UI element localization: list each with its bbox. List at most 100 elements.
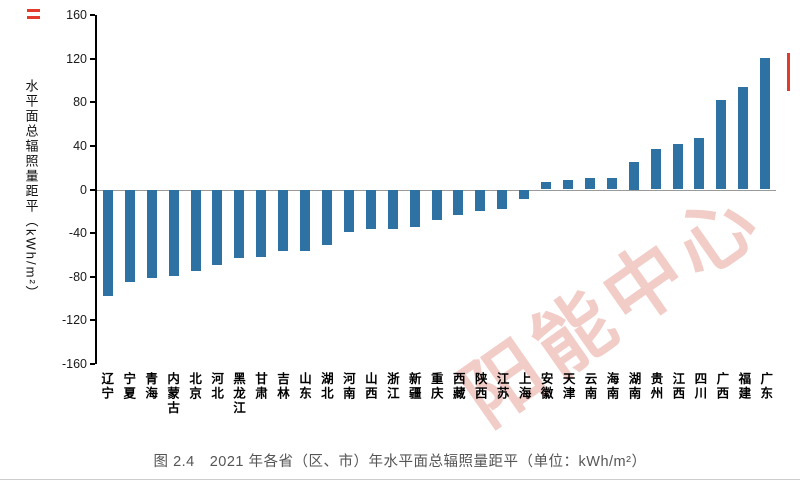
bar-山东 [300,189,311,251]
bar-column [185,15,207,364]
y-tick-mark [90,319,95,322]
bar-吉林 [278,189,289,251]
x-label-cell: 新疆 [403,372,425,416]
x-tick-label: 新疆 [406,372,421,401]
bar-column [228,15,250,364]
y-tick-label: -40 [68,226,87,241]
y-tick-label: -120 [61,313,87,328]
y-tick-mark [90,144,95,147]
bar-海南 [606,177,617,190]
bar-column [163,15,185,364]
bar-column [426,15,448,364]
x-tick-label: 安徽 [538,372,553,401]
bar-宁夏 [124,189,135,283]
x-tick-label: 青海 [143,372,158,401]
x-tick-label: 辽宁 [99,372,114,401]
bar-湖南 [628,162,639,190]
x-label-cell: 宁夏 [117,372,139,416]
bar-云南 [584,177,595,190]
y-tick-label: 40 [73,138,87,153]
bar-column [404,15,426,364]
red-crop-mark-topleft [27,9,40,23]
bar-内蒙古 [168,189,179,276]
x-label-cell: 甘肃 [249,372,271,416]
x-tick-label: 上海 [516,372,531,401]
x-tick-label: 宁夏 [121,372,136,401]
x-tick-label: 湖北 [318,372,333,401]
red-crop-mark-right [787,53,790,91]
bar-江苏 [497,189,508,210]
x-tick-label: 贵州 [648,372,663,401]
x-label-cell: 海南 [600,372,622,416]
figure-caption: 图 2.4 2021 年各省（区、市）年水平面总辐照量距平（单位：kWh/m²） [153,454,647,470]
bar-山西 [365,189,376,229]
bar-column [732,15,754,364]
bar-column [207,15,229,364]
bar-四川 [694,138,705,190]
bar-安徽 [541,181,552,190]
x-label-cell: 福建 [732,372,754,416]
x-axis-labels: 辽宁 宁夏 青海 内蒙古 北京 河北 黑龙江 甘肃 吉林 山东 湖北 河南 山西 浙江 新疆 重庆 西藏 陕西 江苏… [95,372,776,416]
x-tick-label: 山东 [296,372,311,401]
y-tick-label: -80 [68,269,87,284]
x-tick-label: 天津 [560,372,575,401]
x-tick-label: 内蒙古 [165,372,180,416]
y-tick-label: 120 [66,51,87,66]
plot-area [95,15,776,364]
x-tick-label: 福建 [736,372,751,401]
x-tick-label: 浙江 [384,372,399,401]
x-tick-label: 吉林 [274,372,289,401]
x-tick-label: 河北 [209,372,224,401]
bar-column [469,15,491,364]
x-label-cell: 吉林 [271,372,293,416]
bar-陕西 [475,189,486,212]
x-label-cell: 河南 [337,372,359,416]
x-tick-label: 河南 [340,372,355,401]
y-axis-title: 水平面总辐照量距平（kWh/m²） [23,78,39,301]
bar-辽宁 [102,189,113,297]
x-label-cell: 贵州 [644,372,666,416]
y-tick-label: 0 [80,182,87,197]
bar-贵州 [650,149,661,190]
y-axis-tick-marks [90,14,95,365]
bar-column [294,15,316,364]
bar-重庆 [431,189,442,221]
bar-西藏 [453,189,464,215]
y-axis-tick-labels: 160 120 80 40 0 -40 -80 -120 -160 [40,8,87,371]
x-label-cell: 四川 [688,372,710,416]
x-label-cell: 辽宁 [95,372,117,416]
x-tick-label: 西藏 [450,372,465,401]
x-tick-label: 江苏 [494,372,509,401]
y-tick-mark [90,101,95,104]
bar-column [667,15,689,364]
x-label-cell: 安徽 [534,372,556,416]
bar-column [754,15,776,364]
x-label-cell: 北京 [183,372,205,416]
x-label-cell: 天津 [556,372,578,416]
x-label-cell: 湖北 [315,372,337,416]
bar-上海 [519,189,530,200]
bar-新疆 [409,189,420,227]
bar-广西 [716,100,727,190]
bar-浙江 [387,189,398,229]
x-tick-label: 四川 [692,372,707,401]
red-dash-icon [27,16,40,19]
x-label-cell: 浙江 [381,372,403,416]
bar-青海 [146,189,157,278]
y-tick-mark [90,14,95,16]
x-label-cell: 云南 [578,372,600,416]
bar-column [97,15,119,364]
bar-column [491,15,513,364]
x-tick-label: 北京 [187,372,202,401]
bar-series [97,15,776,364]
x-label-cell: 上海 [512,372,534,416]
bar-column [316,15,338,364]
bar-column [579,15,601,364]
bar-column [360,15,382,364]
y-tick-label: 80 [73,95,87,110]
y-tick-label: 160 [66,8,87,22]
bar-河北 [212,189,223,265]
x-label-cell: 山东 [293,372,315,416]
x-tick-label: 海南 [604,372,619,401]
